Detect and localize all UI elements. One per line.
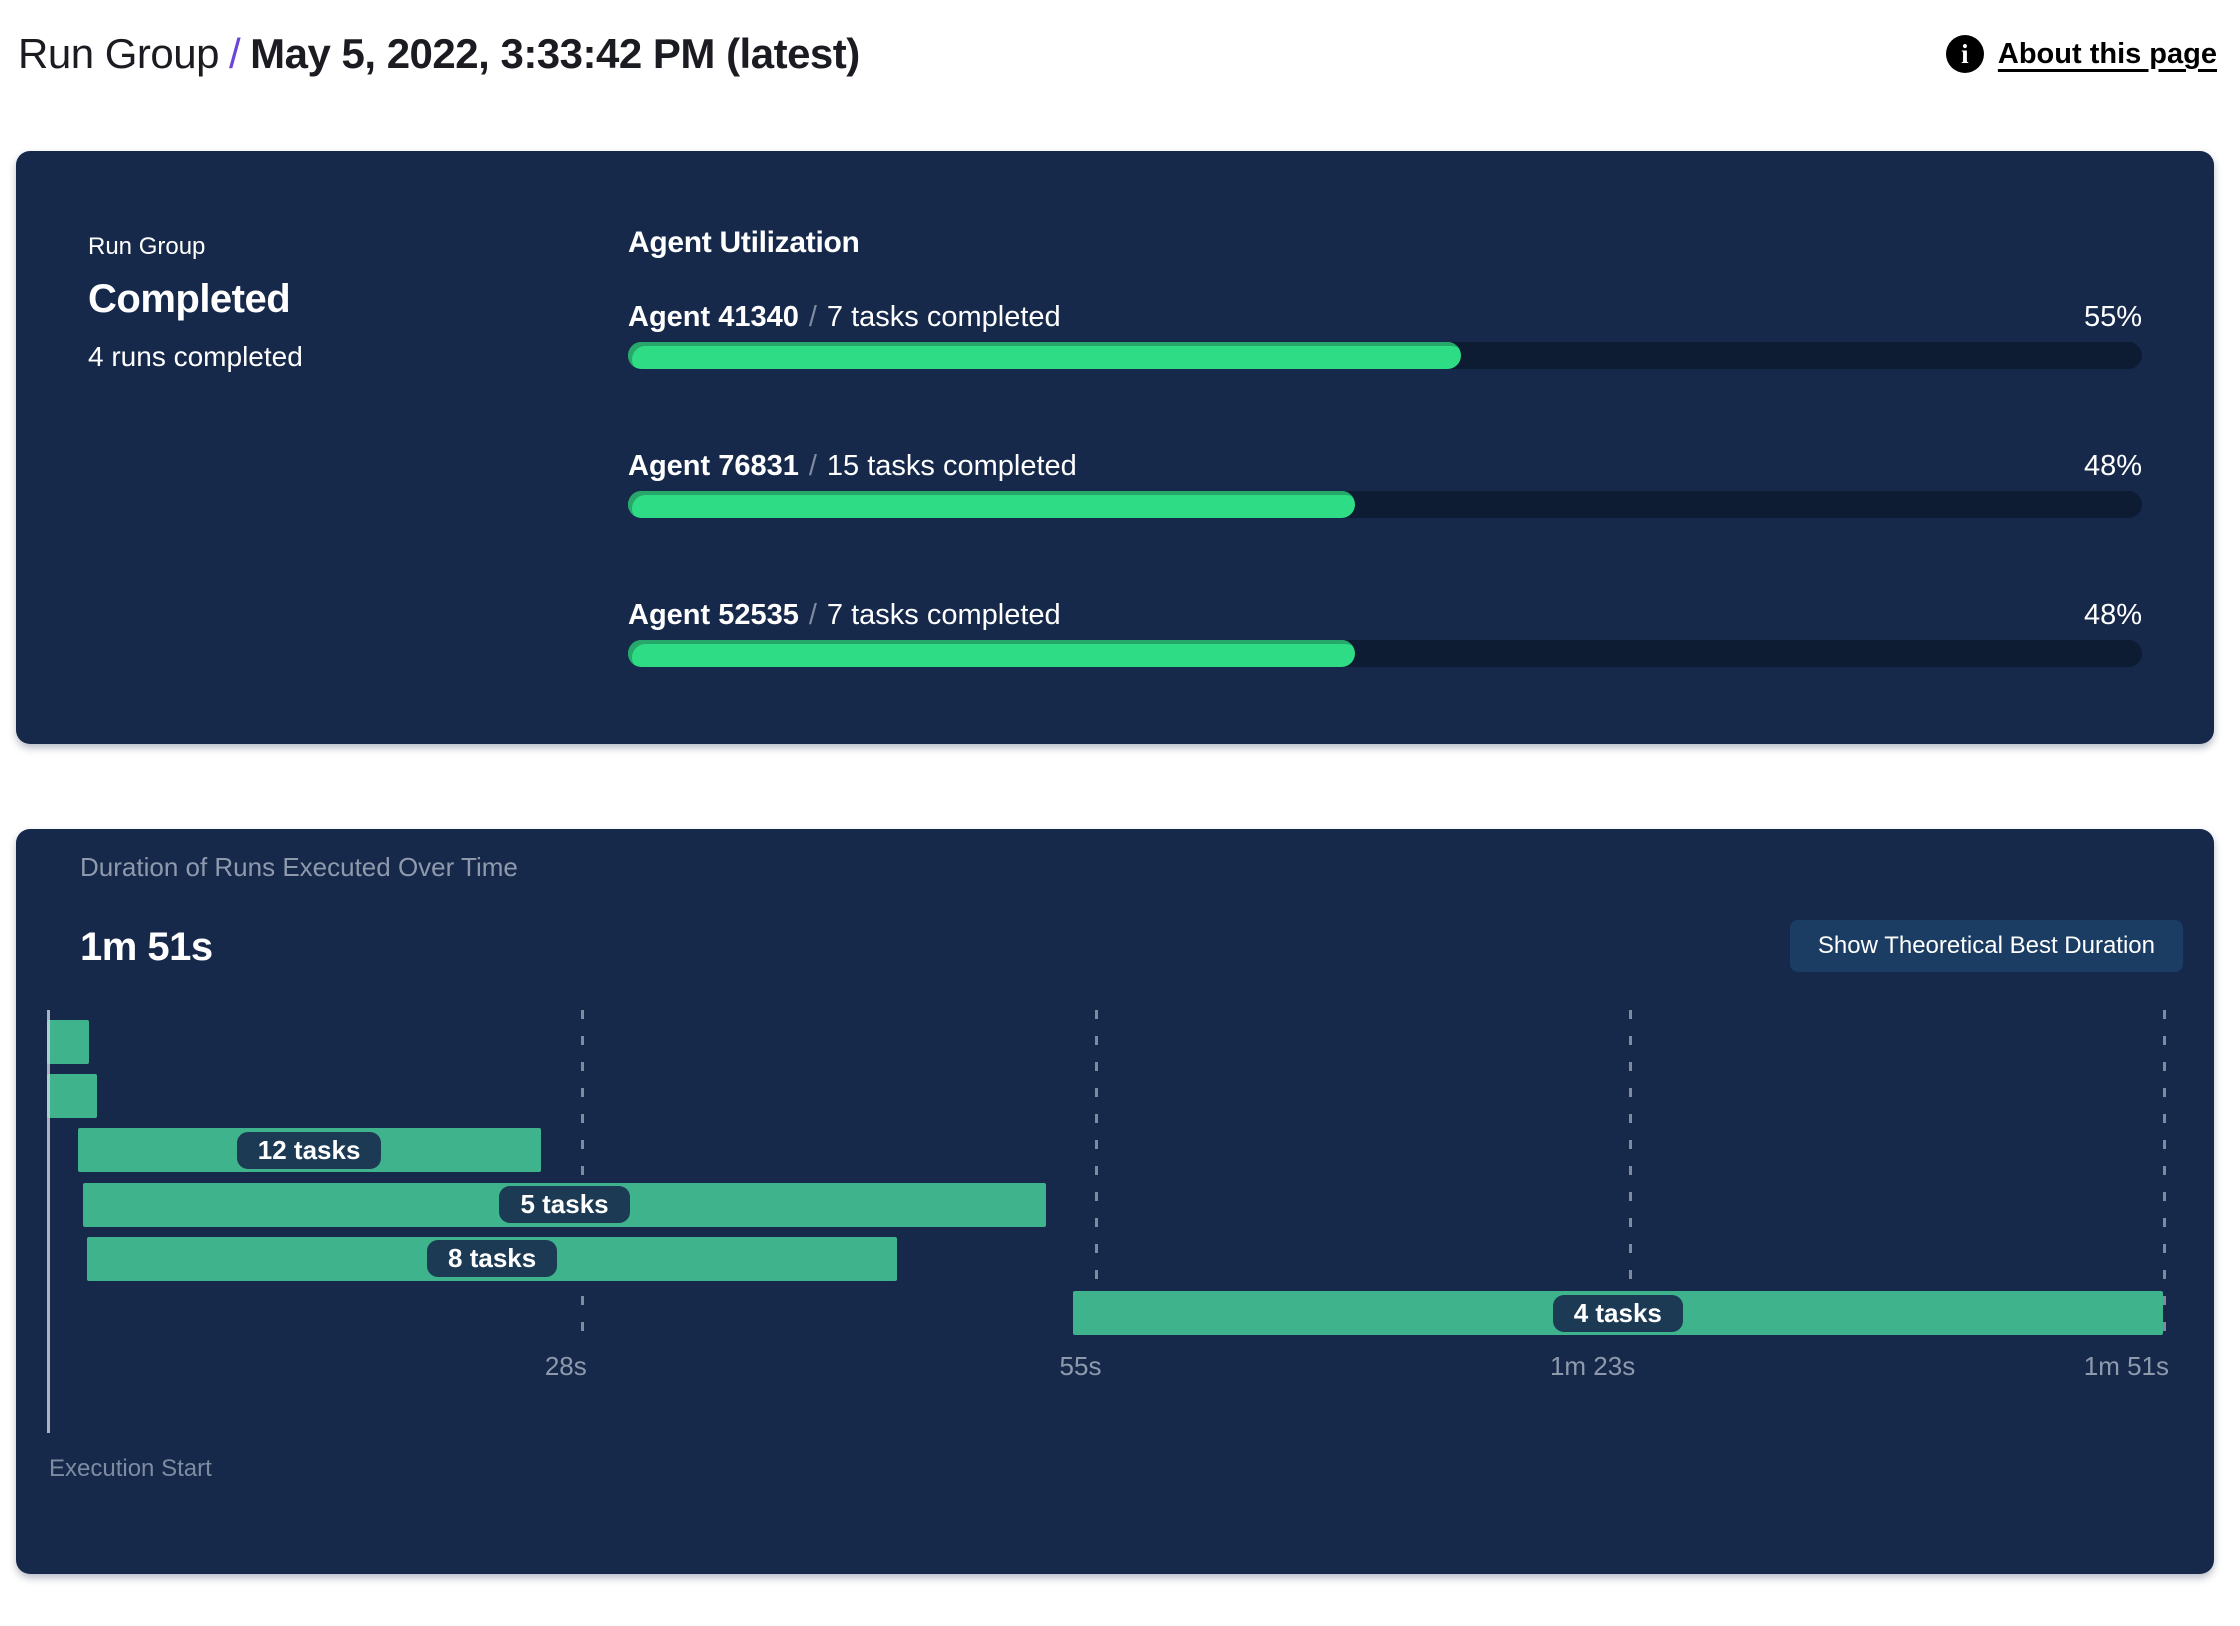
task-count-pill: 8 tasks xyxy=(427,1240,558,1278)
agent-tasks-completed: 15 tasks completed xyxy=(826,450,1077,482)
agent-progress-track xyxy=(628,491,2142,518)
agent-name-separator: / xyxy=(808,599,817,631)
gantt-run-bar[interactable] xyxy=(47,1020,89,1064)
agent-utilization-title: Agent Utilization xyxy=(628,226,860,259)
agent-rows: Agent 41340 / 7 tasks completed 55% Agent … xyxy=(628,299,2142,667)
breadcrumb: Run Group / May 5, 2022, 3:33:42 PM (lates… xyxy=(18,29,860,79)
total-duration-value: 1m 51s xyxy=(80,925,213,969)
gantt-run-bar[interactable] xyxy=(47,1074,97,1119)
agent-progress-fill xyxy=(628,342,1461,369)
execution-start-label: Execution Start xyxy=(49,1455,212,1482)
agent-name-separator: / xyxy=(808,450,817,482)
agent-utilization-percent: 55% xyxy=(2083,301,2142,333)
agent-progress-track xyxy=(628,342,2142,369)
gantt-plot: 28s 55s 1m 23s 1m 51s 12 tasks 5 tasks 8 tasks… xyxy=(47,1010,2169,1480)
gantt-run-bar[interactable]: 4 tasks xyxy=(1072,1291,2163,1335)
agent-utilization-row: Agent 52535 / 7 tasks completed 48% xyxy=(628,597,2142,667)
execution-start-axis-line xyxy=(47,1010,50,1433)
agent-utilization-percent: 48% xyxy=(2083,450,2142,482)
agent-utilization-section: Agent Utilization Agent 41340 / 7 tasks co… xyxy=(628,226,2142,744)
show-theoretical-best-duration-button[interactable]: Show Theoretical Best Duration xyxy=(1789,920,2183,972)
breadcrumb-separator: / xyxy=(228,29,241,77)
gantt-gridline xyxy=(1629,1010,1633,1347)
task-count-pill: 5 tasks xyxy=(499,1186,630,1224)
page-header: Run Group / May 5, 2022, 3:33:42 PM (lates… xyxy=(0,0,2240,92)
agent-utilization-row: Agent 41340 / 7 tasks completed 55% xyxy=(628,299,2142,369)
agent-name: Agent 41340 xyxy=(628,301,799,333)
runs-completed-count: 4 runs completed xyxy=(88,341,303,372)
gantt-tick-label: 1m 23s xyxy=(1549,1351,1636,1381)
gantt-tick-label: 1m 51s xyxy=(2083,1351,2169,1381)
run-group-label: Run Group xyxy=(88,233,206,260)
agent-utilization-percent: 48% xyxy=(2083,599,2142,631)
about-this-page-label: About this page xyxy=(1997,37,2217,70)
agent-tasks-completed: 7 tasks completed xyxy=(826,301,1061,333)
page-title: May 5, 2022, 3:33:42 PM (latest) xyxy=(250,29,860,77)
agent-tasks-completed: 7 tasks completed xyxy=(826,599,1061,631)
about-this-page-link[interactable]: i About this page xyxy=(1945,35,2217,73)
agent-progress-fill xyxy=(628,491,1355,518)
run-group-summary-card: Run Group Completed 4 runs completed Age… xyxy=(16,151,2214,744)
run-group-status: Completed xyxy=(88,277,291,321)
breadcrumb-run-group: Run Group xyxy=(18,29,219,77)
info-icon[interactable]: i xyxy=(1945,35,1984,73)
task-count-pill: 4 tasks xyxy=(1552,1294,1683,1332)
gantt-gridline xyxy=(580,1010,584,1347)
gantt-gridline xyxy=(1095,1010,1099,1347)
duration-chart-card: Duration of Runs Executed Over Time 1m 5… xyxy=(16,829,2214,1574)
gantt-gridline xyxy=(2163,1010,2166,1347)
agent-name: Agent 52535 xyxy=(628,599,799,631)
duration-chart-title: Duration of Runs Executed Over Time xyxy=(80,852,518,882)
gantt-run-bar[interactable]: 12 tasks xyxy=(77,1128,541,1173)
agent-name: Agent 76831 xyxy=(628,450,799,482)
agent-progress-track xyxy=(628,640,2142,667)
run-group-status-column: Run Group Completed 4 runs completed xyxy=(88,226,628,744)
gantt-tick-label: 28s xyxy=(544,1351,587,1381)
gantt-tick-label: 55s xyxy=(1059,1351,1102,1381)
task-count-pill: 12 tasks xyxy=(236,1131,382,1169)
agent-progress-fill xyxy=(628,640,1355,667)
gantt-run-bar[interactable]: 5 tasks xyxy=(83,1182,1046,1227)
agent-name-separator: / xyxy=(808,301,817,333)
gantt-run-bar[interactable]: 8 tasks xyxy=(87,1236,898,1281)
agent-utilization-row: Agent 76831 / 15 tasks completed 48% xyxy=(628,448,2142,518)
